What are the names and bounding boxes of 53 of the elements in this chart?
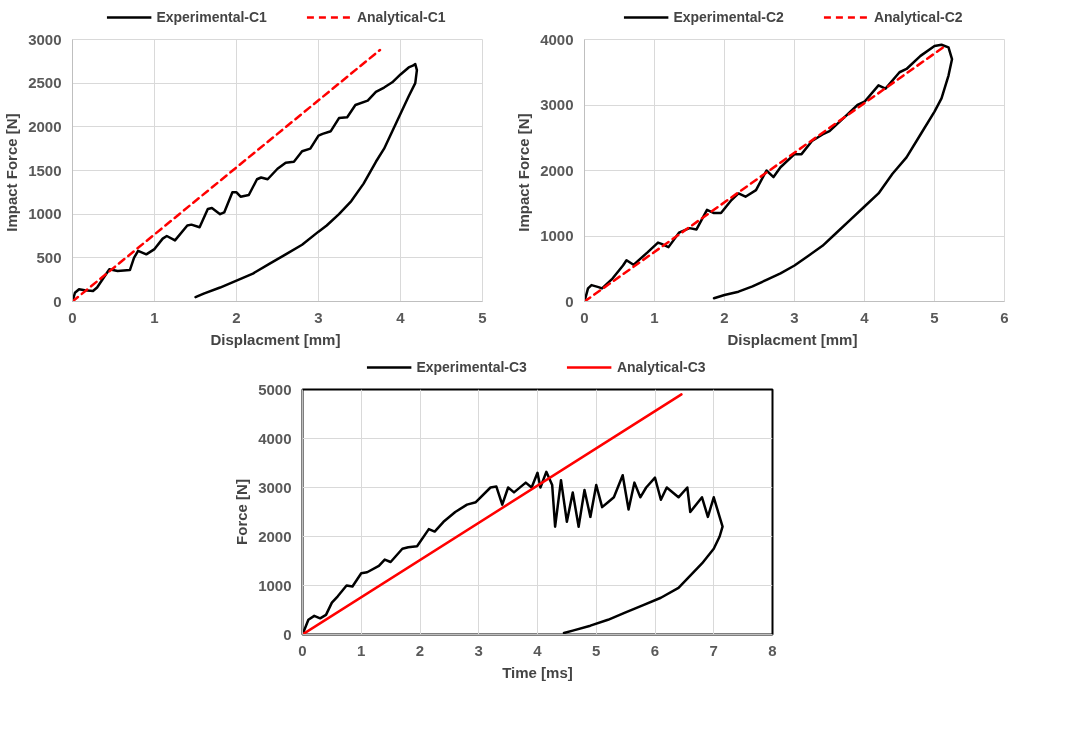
y-axis-title: Force [N] <box>233 479 251 545</box>
y-tick-label: 2000 <box>540 161 574 179</box>
y-tick-label: 0 <box>283 625 292 643</box>
x-tick-label: 4 <box>396 308 406 326</box>
x-tick-label: 2 <box>232 308 241 326</box>
y-tick-label: 1000 <box>28 205 62 223</box>
legend-label: Experimental-C3 <box>416 359 527 375</box>
x-tick-label: 1 <box>357 641 366 659</box>
x-tick-label: 5 <box>930 308 939 326</box>
y-tick-label: 0 <box>565 292 574 310</box>
legend-label: Analytical-C2 <box>873 9 963 25</box>
y-tick-label: 2500 <box>28 74 62 92</box>
line-series <box>72 62 419 302</box>
x-tick-label: 2 <box>415 641 425 659</box>
x-tick-label: 4 <box>533 641 543 659</box>
y-tick-label: 3000 <box>258 478 292 496</box>
x-tick-label: 3 <box>474 641 483 659</box>
x-axis-title: Displacment [mm] <box>210 330 341 348</box>
y-axis-title: Impact Force [N] <box>3 113 21 232</box>
y-tick-label: 500 <box>36 248 62 266</box>
x-tick-label: 6 <box>1000 308 1009 326</box>
x-tick-label: 6 <box>650 641 660 659</box>
y-tick-label: 0 <box>53 292 62 310</box>
x-tick-label: 8 <box>768 641 777 659</box>
x-tick-label: 1 <box>650 308 659 326</box>
x-tick-label: 5 <box>478 308 487 326</box>
x-axis-title: Displacment [mm] <box>727 330 858 348</box>
y-tick-label: 4000 <box>540 30 574 48</box>
legend-label: Experimental-C2 <box>673 9 784 25</box>
x-tick-label: 0 <box>580 308 589 326</box>
x-tick-label: 5 <box>592 641 601 659</box>
x-tick-label: 2 <box>720 308 729 326</box>
x-tick-label: 3 <box>314 308 323 326</box>
x-tick-label: 0 <box>68 308 77 326</box>
y-tick-label: 1500 <box>28 161 62 179</box>
x-tick-label: 3 <box>790 308 799 326</box>
x-tick-label: 1 <box>150 308 159 326</box>
y-tick-label: 2000 <box>258 527 292 545</box>
y-tick-label: 1000 <box>540 227 574 244</box>
x-axis-title: Time [ms] <box>502 663 573 681</box>
legend-label: Experimental-C1 <box>156 9 267 25</box>
legend-label: Analytical-C3 <box>616 359 706 375</box>
x-tick-label: 4 <box>860 308 870 326</box>
y-axis-title: Impact Force [N] <box>515 113 533 232</box>
x-tick-label: 0 <box>298 641 307 659</box>
y-tick-label: 4000 <box>258 429 292 447</box>
x-tick-label: 7 <box>709 641 718 659</box>
y-tick-label: 5000 <box>258 380 292 398</box>
legend-label: Analytical-C1 <box>356 9 446 25</box>
y-tick-label: 3000 <box>540 96 574 113</box>
y-tick-label: 3000 <box>28 30 62 48</box>
y-tick-label: 1000 <box>258 576 292 594</box>
y-tick-label: 2000 <box>28 117 62 135</box>
